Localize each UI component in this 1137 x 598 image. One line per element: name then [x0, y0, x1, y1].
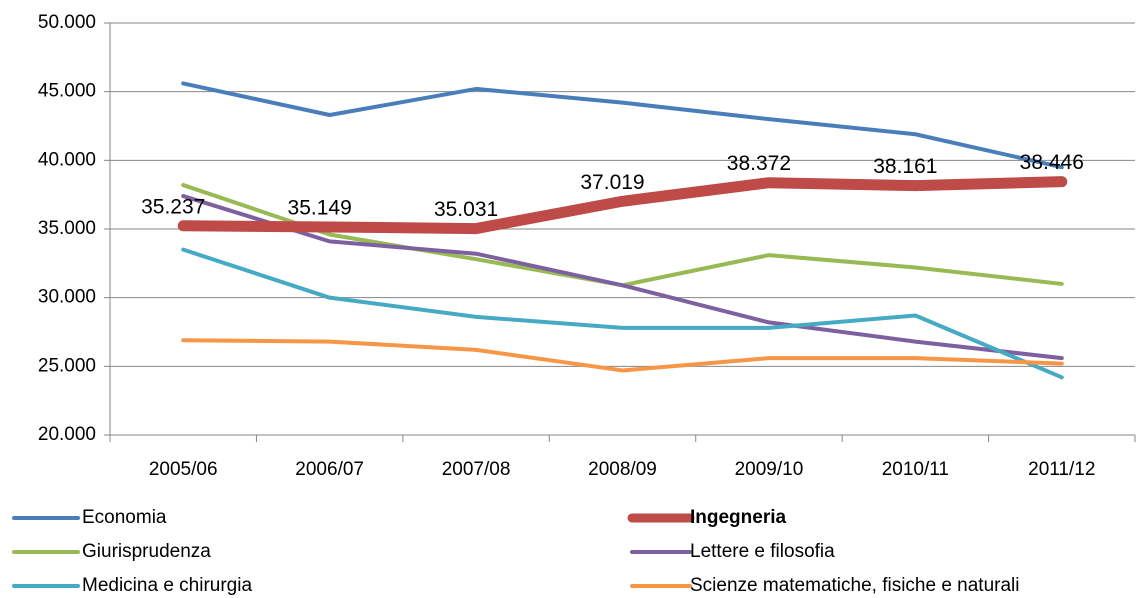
- y-tick-label: 30.000: [38, 287, 96, 308]
- legend-label: Lettere e filosofia: [690, 541, 835, 562]
- y-tick-label: 25.000: [38, 355, 96, 376]
- legend-label: Medicina e chirurgia: [82, 575, 252, 596]
- series-line: [181, 338, 1064, 373]
- x-tick-label: 2010/11: [882, 459, 949, 480]
- data-label: 35.031: [434, 198, 498, 221]
- x-tick-label: 2005/06: [149, 459, 218, 480]
- data-label: 35.149: [288, 197, 352, 220]
- series-line: [177, 176, 1068, 235]
- legend-label: Scienze matematiche, fisiche e naturali: [690, 575, 1020, 596]
- x-tick-label: 2009/10: [735, 459, 804, 480]
- y-tick-label: 40.000: [38, 149, 96, 170]
- y-tick-label: 45.000: [38, 81, 96, 102]
- data-label: 38.446: [1020, 151, 1084, 174]
- data-label: 35.237: [141, 195, 205, 218]
- x-tick-label: 2006/07: [295, 459, 364, 480]
- data-label: 37.019: [580, 171, 644, 194]
- series-line: [181, 81, 1064, 170]
- legend-label: Ingegneria: [690, 507, 787, 528]
- data-label: 38.161: [873, 155, 937, 178]
- series-line: [181, 194, 1064, 361]
- x-tick-label: 2011/12: [1028, 459, 1095, 480]
- y-tick-label: 50.000: [38, 12, 96, 33]
- series-line: [181, 247, 1064, 380]
- x-tick-label: 2008/09: [588, 459, 657, 480]
- data-label: 38.372: [727, 152, 791, 175]
- legend-label: Giurisprudenza: [82, 541, 211, 562]
- y-tick-label: 35.000: [38, 218, 96, 239]
- y-tick-label: 20.000: [38, 424, 96, 445]
- legend-label: Economia: [82, 507, 167, 528]
- x-tick-label: 2007/08: [442, 459, 511, 480]
